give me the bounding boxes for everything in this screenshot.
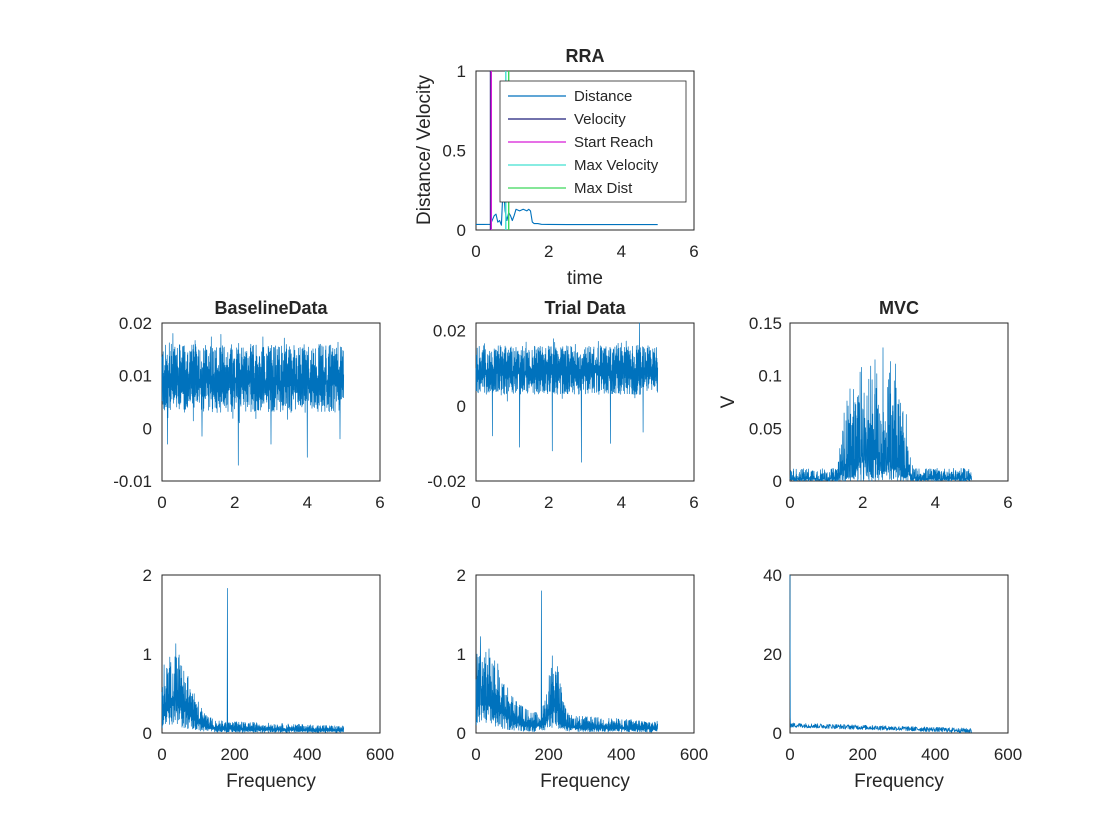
mvc-ytick-3: 0.15 bbox=[749, 314, 782, 333]
rra-xtick-0: 0 bbox=[471, 242, 480, 261]
trial-fft-series-0 bbox=[475, 590, 659, 733]
mvc-fft-plot-area bbox=[789, 574, 972, 733]
legend-label-max-dist: Max Dist bbox=[574, 180, 633, 197]
mvc-xtick-1: 2 bbox=[858, 493, 867, 512]
trial-fft-xtick-1: 200 bbox=[535, 745, 563, 764]
trial-fft-ytick-2: 2 bbox=[457, 566, 466, 585]
baseline-xtick-0: 0 bbox=[157, 493, 166, 512]
trial-fft-ytick-1: 1 bbox=[457, 645, 466, 664]
trial-xtick-3: 6 bbox=[689, 493, 698, 512]
baseline-series-0 bbox=[161, 333, 345, 466]
trial-title: Trial Data bbox=[544, 298, 626, 318]
mvc-fft-ytick-2: 40 bbox=[763, 566, 782, 585]
subplot-baseline: BaselineData 0 2 4 6 -0.01 0 0.01 0.02 bbox=[113, 298, 384, 512]
trial-plot-area bbox=[475, 322, 659, 463]
rra-ytick-2: 1 bbox=[457, 62, 466, 81]
trial-ytick-1: 0 bbox=[457, 397, 466, 416]
trial-xtick-0: 0 bbox=[471, 493, 480, 512]
baseline-fft-xtick-3: 600 bbox=[366, 745, 394, 764]
rra-ytick-1: 0.5 bbox=[442, 142, 466, 161]
trial-ytick-0: -0.02 bbox=[427, 472, 466, 491]
rra-title: RRA bbox=[566, 46, 605, 66]
baseline-fft-xtick-2: 400 bbox=[293, 745, 321, 764]
mvc-fft-ytick-0: 0 bbox=[773, 724, 782, 743]
mvc-fft-xlabel: Frequency bbox=[854, 771, 944, 792]
baseline-fft-ytick-1: 1 bbox=[143, 645, 152, 664]
mvc-fft-axes-box bbox=[789, 574, 1009, 734]
baseline-plot-area bbox=[161, 333, 345, 466]
subplot-mvc: MVC V 0 2 4 6 0 0.05 0.1 0.15 bbox=[718, 298, 1013, 512]
legend-label-distance: Distance bbox=[574, 88, 632, 105]
baseline-fft-ytick-0: 0 bbox=[143, 724, 152, 743]
subplot-trial: Trial Data 0 2 4 6 -0.02 0 0.02 bbox=[427, 298, 698, 512]
rra-xlabel: time bbox=[567, 268, 603, 289]
baseline-fft-xtick-0: 0 bbox=[157, 745, 166, 764]
mvc-xtick-3: 6 bbox=[1003, 493, 1012, 512]
trial-fft-xlabel: Frequency bbox=[540, 771, 630, 792]
rra-ytick-0: 0 bbox=[457, 221, 466, 240]
subplot-trial-fft: Frequency 0 200 400 600 0 1 2 bbox=[457, 566, 709, 792]
mvc-xtick-2: 4 bbox=[931, 493, 940, 512]
mvc-ytick-0: 0 bbox=[773, 472, 782, 491]
baseline-ytick-2: 0.01 bbox=[119, 367, 152, 386]
mvc-fft-xtick-2: 400 bbox=[921, 745, 949, 764]
subplot-baseline-fft: Frequency 0 200 400 600 0 1 2 bbox=[143, 566, 395, 792]
trial-ytick-2: 0.02 bbox=[433, 322, 466, 341]
baseline-fft-ytick-2: 2 bbox=[143, 566, 152, 585]
baseline-ytick-0: -0.01 bbox=[113, 472, 152, 491]
trial-fft-xtick-0: 0 bbox=[471, 745, 480, 764]
mvc-ytick-1: 0.05 bbox=[749, 419, 782, 438]
trial-fft-plot-area bbox=[475, 590, 659, 733]
trial-axes-box bbox=[475, 322, 695, 482]
baseline-fft-plot-area bbox=[161, 588, 345, 733]
mvc-fft-ytick-1: 20 bbox=[763, 645, 782, 664]
subplot-mvc-fft: Frequency 0 200 400 600 0 20 40 bbox=[763, 566, 1022, 792]
rra-line-distance bbox=[476, 181, 658, 226]
baseline-xtick-2: 4 bbox=[303, 493, 312, 512]
mvc-fft-xtick-0: 0 bbox=[785, 745, 794, 764]
legend-label-max-velocity: Max Velocity bbox=[574, 157, 659, 174]
baseline-fft-xlabel: Frequency bbox=[226, 771, 316, 792]
trial-fft-ytick-0: 0 bbox=[457, 724, 466, 743]
baseline-xtick-3: 6 bbox=[375, 493, 384, 512]
rra-xtick-1: 2 bbox=[544, 242, 553, 261]
baseline-xtick-1: 2 bbox=[230, 493, 239, 512]
rra-legend: Distance Velocity Start Reach Max Veloci… bbox=[499, 80, 687, 203]
mvc-ylabel: V bbox=[718, 395, 739, 408]
trial-fft-xtick-3: 600 bbox=[680, 745, 708, 764]
mvc-plot-area bbox=[789, 347, 973, 482]
mvc-series-0 bbox=[789, 347, 973, 482]
baseline-title: BaselineData bbox=[214, 298, 328, 318]
baseline-ytick-1: 0 bbox=[143, 419, 152, 438]
baseline-fft-series-0 bbox=[161, 588, 345, 733]
legend-label-start-reach: Start Reach bbox=[574, 134, 653, 151]
trial-xtick-2: 4 bbox=[617, 493, 626, 512]
mvc-ytick-2: 0.1 bbox=[758, 367, 782, 386]
rra-ylabel: Distance/ Velocity bbox=[414, 75, 435, 225]
subplot-rra: RRA time Distance/ Velocity 0 2 4 6 0 0.… bbox=[414, 46, 699, 289]
trial-xtick-1: 2 bbox=[544, 493, 553, 512]
trial-fft-xtick-2: 400 bbox=[607, 745, 635, 764]
baseline-fft-xtick-1: 200 bbox=[221, 745, 249, 764]
mvc-fft-xtick-1: 200 bbox=[849, 745, 877, 764]
baseline-ytick-3: 0.02 bbox=[119, 314, 152, 333]
mvc-xtick-0: 0 bbox=[785, 493, 794, 512]
mvc-fft-series-0 bbox=[789, 574, 972, 733]
rra-xtick-2: 4 bbox=[617, 242, 626, 261]
rra-xtick-3: 6 bbox=[689, 242, 698, 261]
mvc-fft-xtick-3: 600 bbox=[994, 745, 1022, 764]
trial-series-0 bbox=[475, 322, 659, 463]
legend-label-velocity: Velocity bbox=[574, 111, 626, 128]
mvc-title: MVC bbox=[879, 298, 919, 318]
